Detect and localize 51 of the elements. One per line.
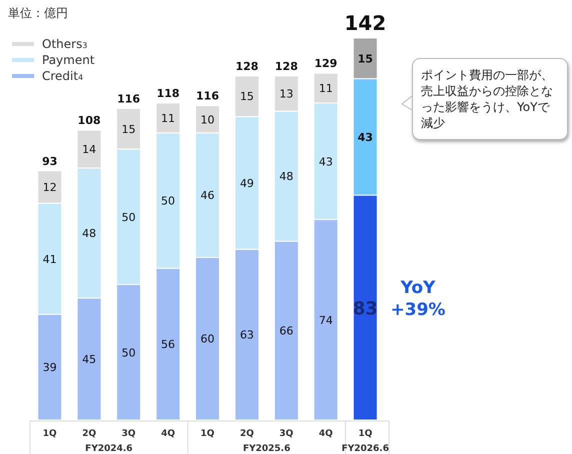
x-tick-label: 1Q [42,429,58,439]
data-label: 50 [161,194,176,208]
data-label: 50 [122,210,136,224]
total-label: 129 [314,57,338,70]
data-label: 13 [279,88,294,101]
data-label: 15 [240,90,254,104]
x-tick-label: 2Q [82,429,96,439]
data-label: 60 [200,332,214,346]
data-label: 14 [82,143,96,156]
total-label: 116 [117,92,140,106]
legend-label: Payment [42,53,95,67]
total-label: 108 [78,114,101,128]
data-label: 46 [200,189,214,202]
data-label: 15 [122,122,136,136]
data-label: 45 [82,353,96,366]
total-label: 93 [42,154,58,168]
data-label: 49 [240,176,254,190]
text: FY2024.6 [85,444,133,454]
text: 単位：億円 [8,6,68,20]
data-label: 12 [42,181,57,194]
data-label: 63 [240,328,254,342]
data-label: 43 [318,155,333,168]
data-label: 43 [358,130,373,144]
data-label: 48 [82,227,96,240]
total-label: 128 [235,60,258,73]
data-label: 11 [161,112,176,125]
data-label: 56 [161,338,176,352]
x-tick-label: 1Q [200,429,215,439]
text: FY2025.6 [242,444,290,454]
x-tick-label: 2Q [240,429,254,439]
data-label: 74 [318,314,333,327]
x-tick-label: 3Q [122,429,136,439]
data-label: 10 [200,113,214,126]
data-label: 66 [279,324,294,338]
text: YoY +39% [390,278,446,320]
data-label: 15 [358,52,373,66]
total-label: 118 [156,87,180,100]
text: FY2026.6 [342,444,389,454]
total-label: 142 [344,11,386,35]
data-label: 48 [279,170,294,184]
data-label: 11 [318,82,333,96]
data-label: 39 [42,361,57,374]
x-tick-label: 1Q [358,429,373,439]
data-label: 41 [42,252,57,266]
x-tick-label: 4Q [161,429,176,439]
x-tick-label: 3Q [279,429,294,439]
total-label: 116 [196,90,220,103]
text: ポイント費用の一部が、売上収益からの控除となった影響をうけ、YoYで減少 [412,58,568,140]
x-tick-label: 4Q [318,429,334,439]
total-label: 128 [274,60,298,73]
data-label: 50 [122,346,136,360]
